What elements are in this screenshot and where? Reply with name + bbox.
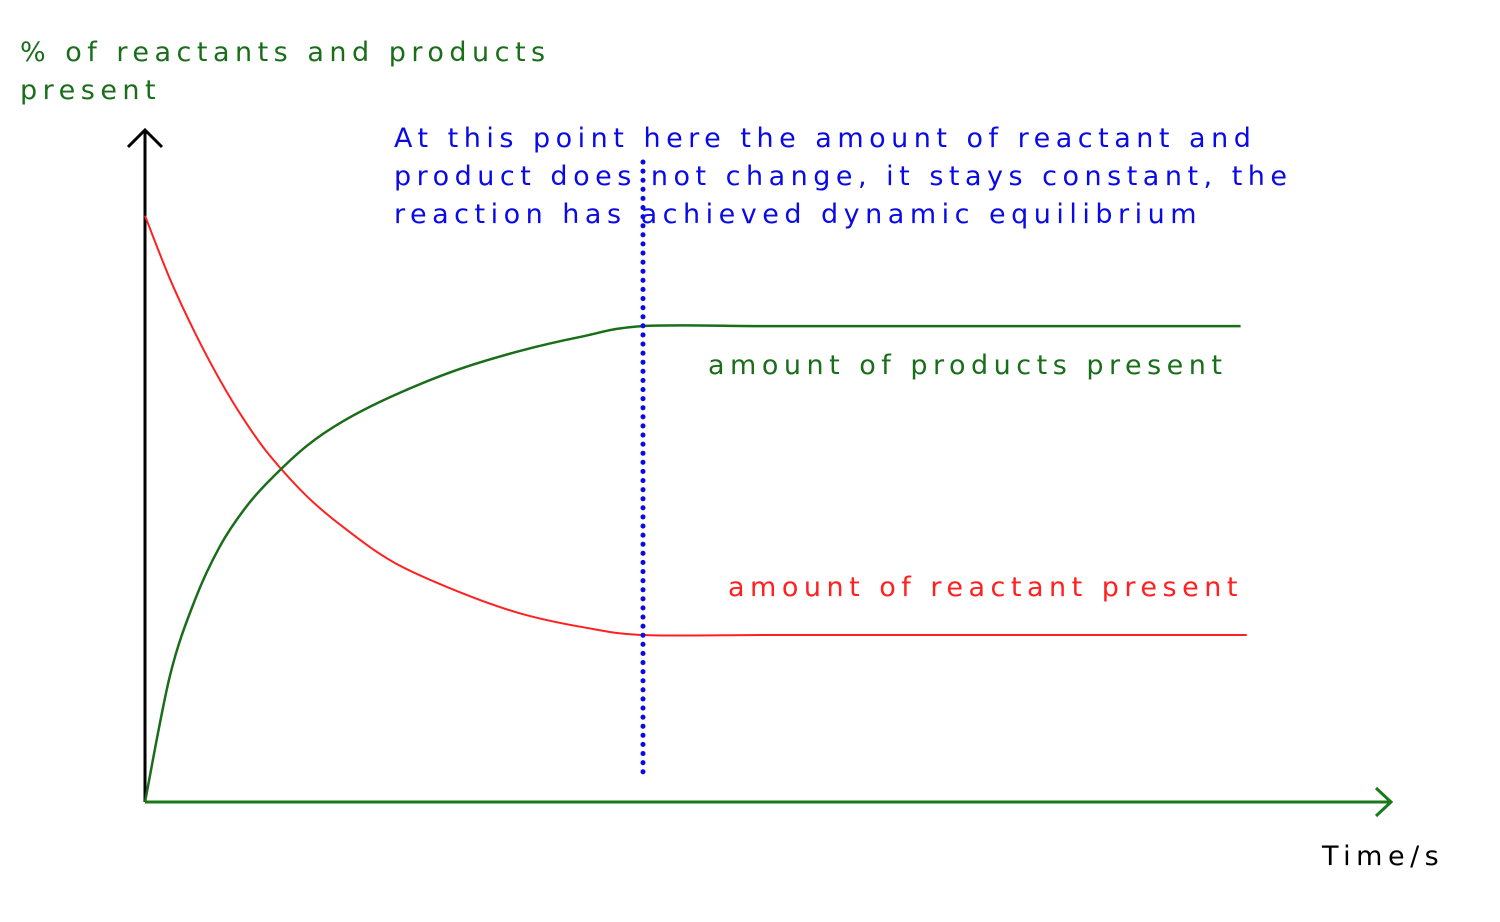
x-axis-label: Time/s — [1322, 841, 1445, 872]
y-axis-label-line-1: % of reactants and products — [20, 37, 551, 68]
reactants-series-line — [144, 215, 1247, 637]
y-axis-label: % of reactants and products present — [20, 34, 551, 110]
products-series-label: amount of products present — [708, 350, 1228, 381]
equilibrium-annotation: At this point here the amount of reactan… — [394, 120, 1293, 234]
y-axis-label-line-2: present — [20, 75, 162, 106]
y-axis-arrowhead — [126, 127, 164, 149]
annotation-line-3: reaction has achieved dynamic equilibriu… — [394, 199, 1203, 230]
annotation-line-1: At this point here the amount of reactan… — [394, 123, 1257, 154]
annotation-line-2: product does not change, it stays consta… — [394, 161, 1293, 192]
x-axis-arrowhead — [1374, 786, 1394, 818]
reactants-series-label: amount of reactant present — [728, 572, 1243, 603]
products-series-line — [143, 324, 1241, 803]
